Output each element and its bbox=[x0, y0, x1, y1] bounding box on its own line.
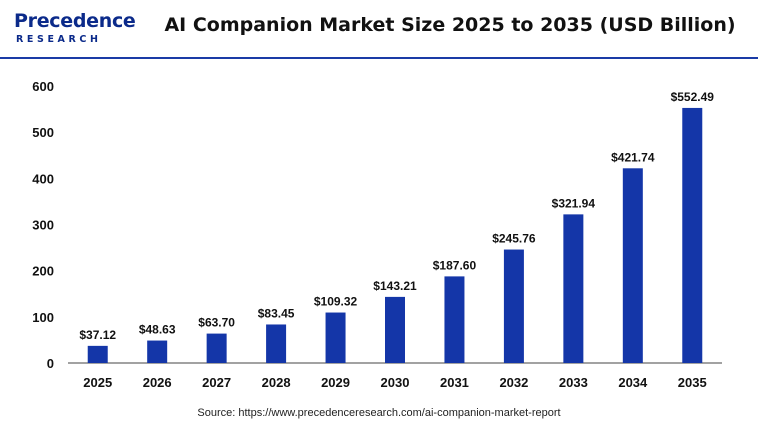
bar bbox=[325, 312, 346, 363]
x-tick-label: 2034 bbox=[618, 375, 648, 390]
bar bbox=[622, 168, 643, 363]
y-tick-label: 600 bbox=[32, 79, 54, 94]
x-tick-label: 2026 bbox=[143, 375, 172, 390]
bar bbox=[147, 340, 168, 363]
y-tick-label: 200 bbox=[32, 264, 54, 279]
bar bbox=[682, 107, 703, 364]
bar bbox=[563, 214, 584, 363]
bar bbox=[87, 345, 108, 363]
bar-value-label: $321.94 bbox=[552, 196, 596, 210]
x-tick-label: 2033 bbox=[559, 375, 588, 390]
bar-value-label: $552.49 bbox=[671, 90, 715, 104]
brand-tagline: RESEARCH bbox=[16, 34, 102, 45]
bar-value-label: $48.63 bbox=[139, 323, 176, 337]
x-tick-label: 2035 bbox=[678, 375, 707, 390]
x-tick-label: 2025 bbox=[83, 375, 112, 390]
y-tick-label: 500 bbox=[32, 125, 54, 140]
x-tick-label: 2029 bbox=[321, 375, 350, 390]
bar-value-label: $63.70 bbox=[198, 316, 235, 330]
source-note: Source: https://www.precedenceresearch.c… bbox=[197, 407, 561, 419]
bar-value-label: $245.76 bbox=[492, 232, 536, 246]
bar-value-label: $421.74 bbox=[611, 150, 655, 164]
y-tick-label: 300 bbox=[32, 218, 54, 233]
x-tick-label: 2028 bbox=[262, 375, 291, 390]
y-tick-label: 400 bbox=[32, 171, 54, 186]
bar bbox=[444, 276, 465, 363]
bar bbox=[385, 296, 405, 363]
y-tick-label: 0 bbox=[47, 356, 54, 371]
x-tick-label: 2027 bbox=[202, 375, 231, 390]
x-tick-label: 2032 bbox=[499, 375, 528, 390]
bar bbox=[503, 249, 524, 363]
brand-name: Precedence bbox=[14, 10, 136, 32]
bar-value-label: $37.12 bbox=[79, 328, 116, 342]
bar-value-label: $187.60 bbox=[433, 258, 477, 272]
x-tick-label: 2030 bbox=[381, 375, 410, 390]
bar-value-label: $83.45 bbox=[258, 306, 295, 320]
bar bbox=[266, 324, 287, 363]
y-tick-label: 100 bbox=[32, 310, 54, 325]
chart-title: AI Companion Market Size 2025 to 2035 (U… bbox=[164, 14, 736, 36]
header-divider bbox=[0, 57, 758, 59]
brand-logo: Precedence RESEARCH bbox=[8, 10, 138, 46]
bar-value-label: $143.21 bbox=[373, 279, 417, 293]
bar-value-label: $109.32 bbox=[314, 295, 358, 309]
bar bbox=[206, 333, 227, 363]
x-tick-label: 2031 bbox=[440, 375, 469, 390]
